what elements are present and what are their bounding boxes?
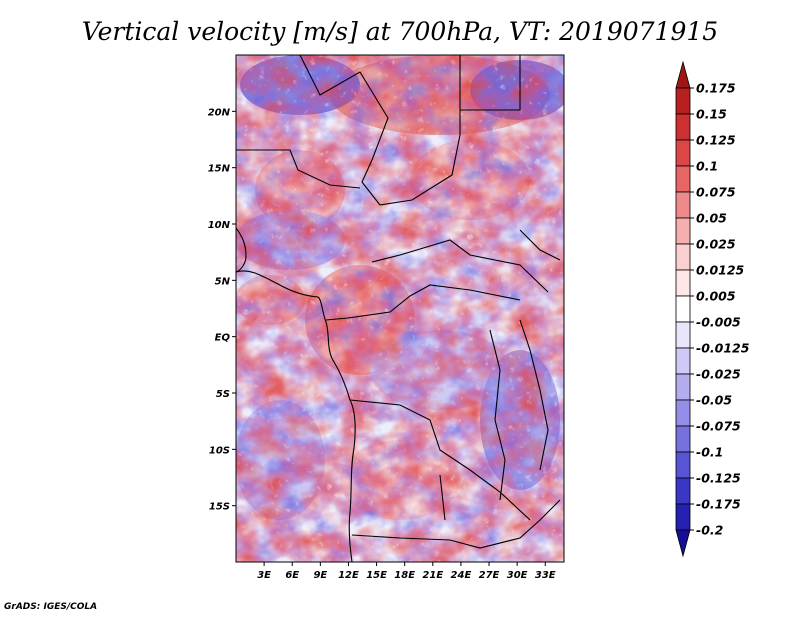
colorbar-label: -0.05: [696, 393, 732, 408]
coastlines-borders: [236, 55, 561, 562]
colorbar-swatch: [675, 139, 691, 167]
colorbar-swatch: [675, 165, 691, 193]
lat-tick-label: 20N: [208, 107, 231, 118]
colorbar-swatch: [675, 191, 691, 219]
lon-tick-label: 12E: [338, 570, 359, 581]
colorbar-label: 0.025: [696, 237, 736, 252]
colorbar-swatch: [675, 243, 691, 271]
colorbar-label: 0.175: [696, 81, 736, 96]
colorbar-label: -0.175: [696, 497, 741, 512]
colorbar-label: -0.025: [696, 367, 741, 382]
colorbar-swatch: [675, 113, 691, 141]
colorbar-label: 0.075: [696, 185, 736, 200]
grads-credit: GrADS: IGES/COLA: [4, 602, 98, 612]
colorbar-swatch: [675, 425, 691, 453]
colorbar-swatch: [675, 217, 691, 245]
lon-tick-label: 33E: [535, 570, 556, 581]
colorbar-label: -0.125: [696, 471, 741, 486]
colorbar-swatch: [675, 399, 691, 427]
colorbar-swatch: [675, 503, 691, 531]
colorbar-label: 0.005: [696, 289, 736, 304]
map-panel: [236, 55, 564, 562]
lon-tick-label: 24E: [451, 570, 472, 581]
map-frame: [235, 54, 565, 563]
colorbar-swatch: [675, 451, 691, 479]
lon-tick-label: 3E: [257, 570, 271, 581]
lon-tick-label: 15E: [366, 570, 387, 581]
colorbar-label: -0.1: [696, 445, 723, 460]
lon-tick-label: 9E: [313, 570, 327, 581]
colorbar-label: -0.2: [696, 523, 723, 538]
latitude-axis: 20N 15N 10N 5N EQ 5S 10S 15S: [208, 107, 236, 513]
colorbar-swatch: [675, 87, 691, 115]
colorbar-swatch: [675, 60, 691, 89]
colorbar-swatch: [675, 477, 691, 505]
colorbar-swatch: [675, 295, 691, 323]
lat-tick-label: 15N: [208, 164, 231, 175]
colorbar-label: 0.15: [696, 107, 727, 122]
map-title: Vertical velocity [m/s] at 700hPa, VT: 2…: [82, 17, 718, 46]
colorbar-swatch: [675, 529, 691, 558]
lon-tick-label: 30E: [507, 570, 528, 581]
colorbar-label: 0.0125: [696, 263, 745, 278]
lat-tick-label: EQ: [215, 333, 231, 344]
colorbar-label: -0.005: [696, 315, 741, 330]
lat-tick-label: 5S: [216, 389, 230, 400]
lon-tick-label: 18E: [394, 570, 415, 581]
colorbar-label: 0.05: [696, 211, 727, 226]
lat-tick-label: 15S: [209, 502, 230, 513]
lon-tick-label: 27E: [479, 570, 500, 581]
lat-tick-label: 10S: [209, 445, 230, 456]
colorbar-swatch: [675, 269, 691, 297]
colorbar-label: -0.075: [696, 419, 741, 434]
colorbar-label: 0.125: [696, 133, 736, 148]
colorbar-label: -0.0125: [696, 341, 750, 356]
longitude-axis: 3E 6E 9E 12E 15E 18E 21E 24E 27E 30E 33E: [257, 562, 556, 581]
lat-tick-label: 5N: [215, 276, 231, 287]
lon-tick-label: 21E: [422, 570, 443, 581]
colorbar-label: 0.1: [696, 159, 718, 174]
colorbar-swatch: [675, 321, 691, 349]
lat-tick-label: 10N: [208, 220, 231, 231]
colorbar-swatch: [675, 347, 691, 375]
lon-tick-label: 6E: [285, 570, 299, 581]
colorbar-swatch: [675, 373, 691, 401]
colorbar: 0.175 0.15 0.125 0.1 0.075 0.05 0.025 0.0125 0.0…: [675, 60, 750, 558]
